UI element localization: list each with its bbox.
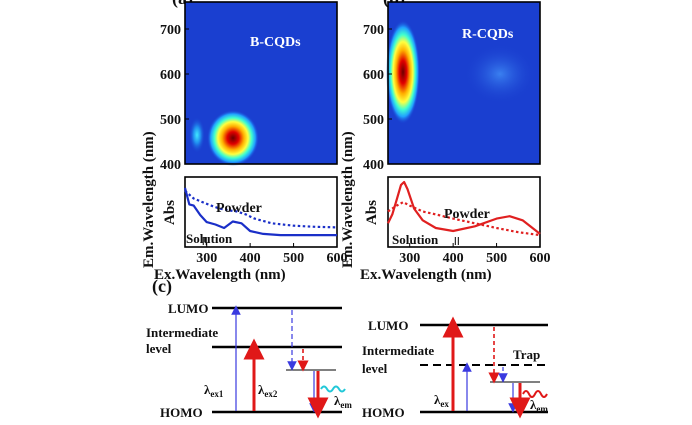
panel-a: Em.Wavelength (nm) B-CQDs 400 500 600 700 A… (141, 1, 348, 283)
panel-b-solution-label: Solution (392, 232, 439, 247)
panel-a-y-tick-label: 400 (160, 158, 181, 173)
panel-a-em-axis-label: Em.Wavelength (nm) (141, 131, 157, 268)
panel-b-abs-label: Abs (364, 200, 380, 225)
panel-a-label: (a) (172, 0, 193, 9)
panel-a-x-tick-label: 400 (240, 251, 261, 266)
right-intermediate-label-1: Intermediate (362, 343, 434, 358)
panel-b-abs-series (387, 180, 541, 245)
right-lambda-em: λem (530, 397, 548, 414)
left-lambda-ex1: λex1 (204, 382, 224, 399)
panel-b-ex-axis-label: Ex.Wavelength (nm) (360, 267, 492, 283)
panel-b-abs-plot (387, 176, 541, 248)
panel-b-heatmap-peak-faint (464, 44, 536, 104)
panel-a-y-ticks: 400 500 600 700 (160, 23, 189, 173)
left-emission-wave (320, 385, 346, 393)
right-homo-label: HOMO (362, 405, 405, 420)
panel-b-y-tick-label: 400 (363, 158, 384, 173)
right-lumo-label: LUMO (368, 318, 408, 333)
panel-b-heatmap-peak-main (386, 20, 420, 124)
panel-a-y-tick-label: 600 (160, 68, 181, 83)
panel-a-x-tick-label: 500 (283, 251, 304, 266)
right-trap-label: Trap (513, 347, 540, 362)
panel-c-left-diagram: LUMO Intermediate level HOMO λex1 λex2 λ… (146, 301, 352, 420)
panel-a-series-powder (184, 189, 338, 229)
left-lumo-label: LUMO (168, 301, 208, 316)
right-lambda-ex: λex (434, 392, 449, 409)
panel-b: Em.Wavelength (nm) R-CQDs 400 500 600 700 A… (340, 1, 551, 283)
panel-b-y-tick-label: 700 (363, 23, 384, 38)
right-emission-wave (522, 390, 548, 398)
panel-a-heatmap-peak-main (207, 110, 259, 166)
panel-c-label: (c) (152, 276, 172, 297)
left-lambda-em: λem (334, 393, 352, 410)
panel-b-x-tick-label: 600 (530, 251, 551, 266)
panel-a-ex-axis-label: Ex.Wavelength (nm) (154, 267, 286, 283)
panel-b-x-tick-label: 500 (486, 251, 507, 266)
left-lambda-ex2: λex2 (258, 382, 278, 399)
panel-a-map-label: B-CQDs (250, 35, 301, 50)
panel-a-x-tick-label: 600 (327, 251, 348, 266)
panel-a-y-tick-label: 500 (160, 113, 181, 128)
panel-b-series-solution (387, 180, 541, 235)
panel-a-solution-label: Solution (186, 231, 233, 246)
panel-a-series-solution (183, 187, 337, 237)
panel-a-abs-label: Abs (162, 200, 178, 225)
panel-a-abs-series (183, 187, 338, 245)
panel-a-x-ticks: 300 400 500 600 (196, 243, 348, 266)
panel-a-y-tick-label: 700 (160, 23, 181, 38)
panel-a-heatmap-peak-weak (189, 117, 205, 153)
panel-b-em-axis-label: Em.Wavelength (nm) (340, 131, 356, 268)
panel-b-y-tick-label: 600 (363, 68, 384, 83)
panel-b-map-label: R-CQDs (462, 27, 514, 42)
panel-b-y-tick-label: 500 (363, 113, 384, 128)
panel-b-powder-label: Powder (444, 207, 490, 222)
right-intermediate-label-2: level (362, 361, 388, 376)
panel-a-powder-label: Powder (216, 201, 262, 216)
left-homo-label: HOMO (160, 405, 203, 420)
panel-b-x-ticks: 300 400 500 600 (399, 243, 551, 266)
left-intermediate-label-1: Intermediate (146, 325, 218, 340)
panel-a-x-tick-label: 300 (196, 251, 217, 266)
panel-c-right-diagram: LUMO Intermediate level Trap HOMO λex λe… (362, 316, 548, 420)
panel-b-series-powder (387, 201, 541, 237)
left-intermediate-label-2: level (146, 341, 172, 356)
panel-b-x-tick-label: 400 (443, 251, 464, 266)
panel-b-y-ticks: 400 500 600 700 (363, 23, 392, 173)
panel-b-x-tick-label: 300 (399, 251, 420, 266)
